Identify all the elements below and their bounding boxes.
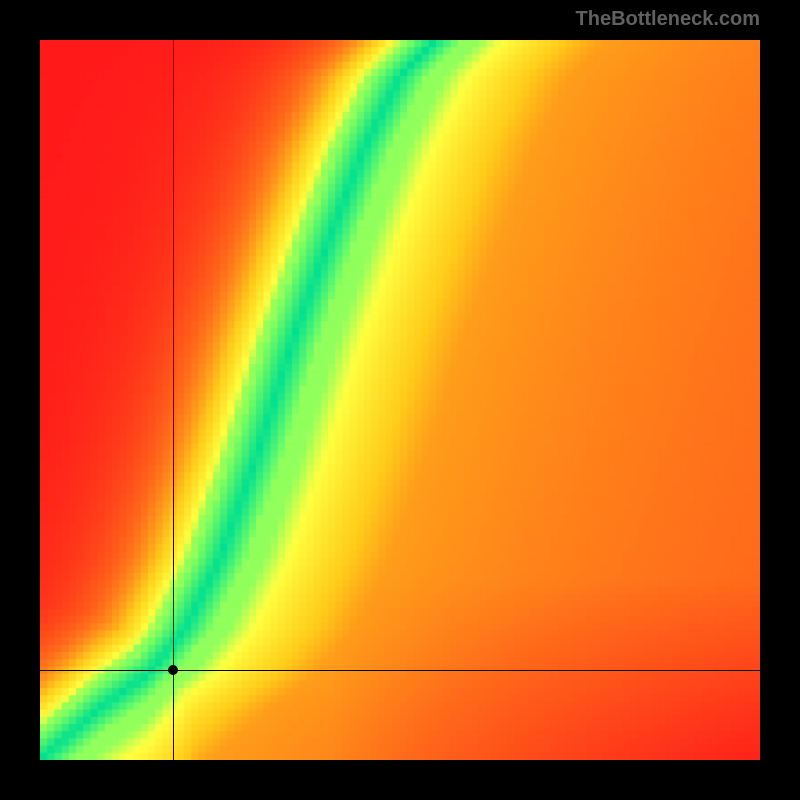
plot-area [40,40,760,760]
heatmap-canvas [40,40,760,760]
crosshair-marker [168,665,178,675]
crosshair-vertical [173,40,174,760]
crosshair-horizontal [40,670,760,671]
watermark-text: TheBottleneck.com [576,8,760,31]
